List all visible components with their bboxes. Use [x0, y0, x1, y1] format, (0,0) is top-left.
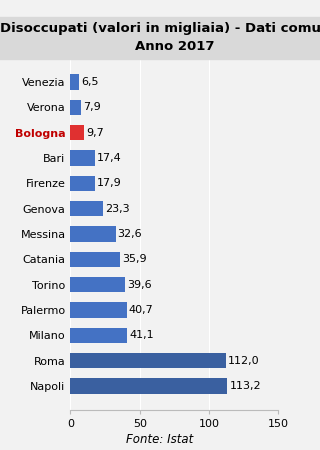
Text: 35,9: 35,9 — [122, 254, 147, 264]
Bar — [70, 74, 79, 90]
Bar — [70, 201, 103, 216]
Bar — [70, 302, 127, 318]
Text: 41,1: 41,1 — [130, 330, 154, 340]
Bar — [70, 328, 127, 343]
Text: 32,6: 32,6 — [118, 229, 142, 239]
Bar — [70, 150, 94, 166]
Title: Disoccupati (valori in migliaia) - Dati comunali
Anno 2017: Disoccupati (valori in migliaia) - Dati … — [0, 22, 320, 53]
Text: 40,7: 40,7 — [129, 305, 154, 315]
Bar — [70, 176, 95, 191]
Text: 17,9: 17,9 — [97, 178, 122, 189]
Text: 23,3: 23,3 — [105, 204, 129, 214]
Text: 112,0: 112,0 — [228, 356, 260, 365]
Text: 17,4: 17,4 — [97, 153, 121, 163]
Bar — [70, 277, 125, 292]
Text: 9,7: 9,7 — [86, 128, 104, 138]
Text: 7,9: 7,9 — [84, 103, 101, 112]
Text: Fonte: Istat: Fonte: Istat — [126, 433, 194, 446]
Bar — [70, 252, 120, 267]
Bar — [70, 353, 226, 368]
Bar — [70, 125, 84, 140]
Text: 39,6: 39,6 — [127, 279, 152, 290]
Bar — [70, 378, 228, 394]
Bar — [70, 226, 116, 242]
Bar — [70, 100, 81, 115]
Text: 113,2: 113,2 — [229, 381, 261, 391]
Text: 6,5: 6,5 — [82, 77, 99, 87]
